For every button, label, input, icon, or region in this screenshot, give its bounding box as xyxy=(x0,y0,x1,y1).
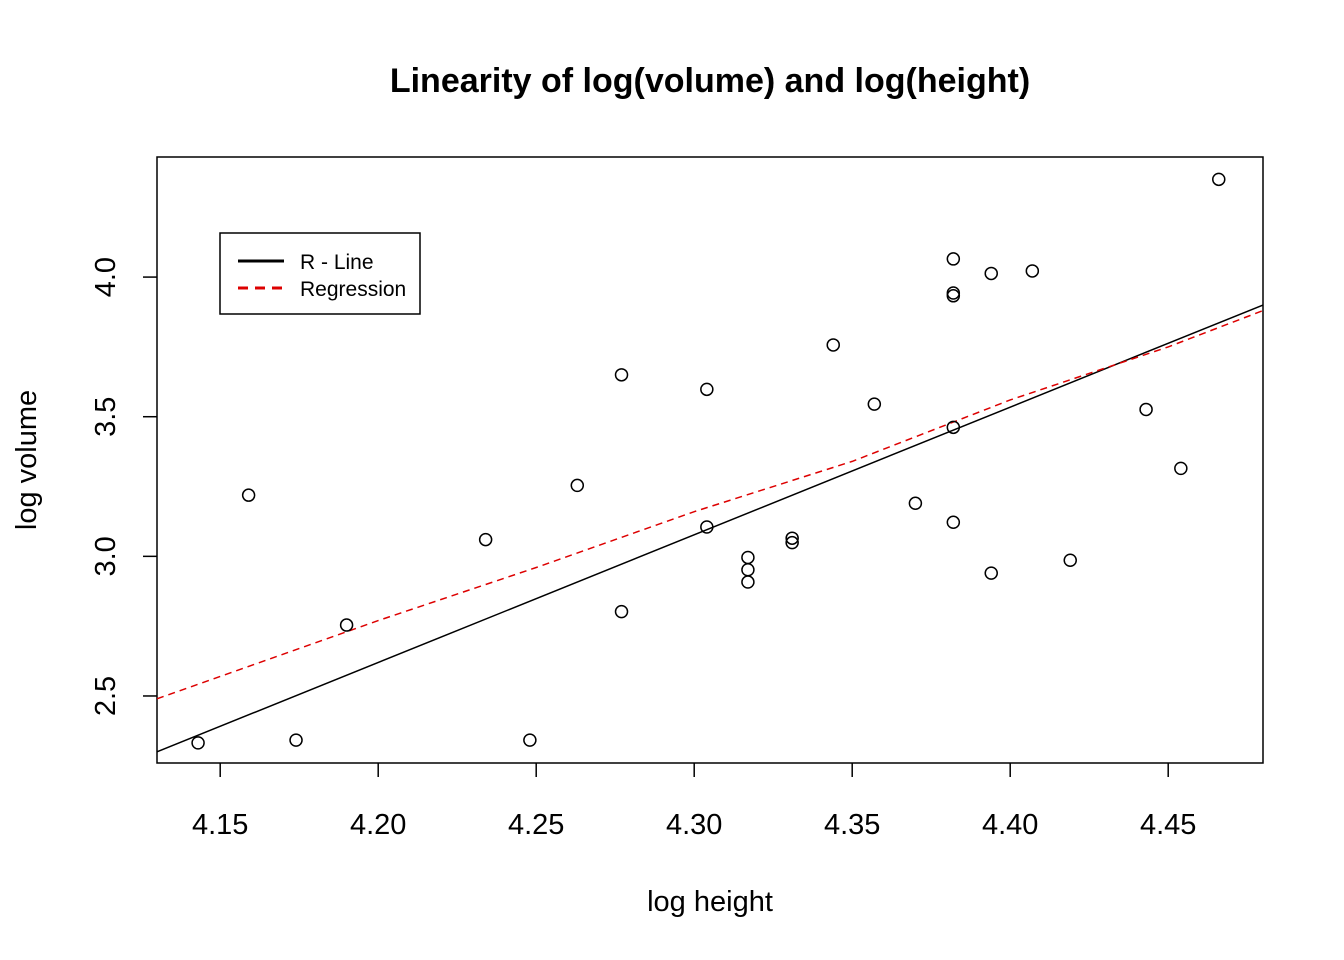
legend-box xyxy=(219,232,421,315)
data-point xyxy=(700,520,714,534)
x-axis: 4.15 4.20 4.25 4.30 4.35 4.40 4.45 xyxy=(192,763,1196,841)
data-point xyxy=(785,531,799,545)
data-point xyxy=(741,550,755,565)
data-point xyxy=(191,736,205,750)
data-point xyxy=(946,252,961,266)
data-point xyxy=(700,382,714,397)
data-point xyxy=(241,488,256,502)
data-point xyxy=(867,397,882,411)
x-axis-label: log height xyxy=(647,886,773,918)
legend-label-r-line: R - Line xyxy=(300,251,374,274)
data-point xyxy=(1212,172,1226,187)
data-point xyxy=(1174,461,1188,476)
data-point xyxy=(1025,264,1040,278)
data-point xyxy=(614,368,629,382)
data-point xyxy=(946,289,961,303)
data-point xyxy=(785,535,799,550)
x-tick-label: 4.45 xyxy=(1140,809,1196,841)
data-point xyxy=(523,733,537,747)
y-tick-label: 3.5 xyxy=(90,397,122,437)
y-tick-label: 4.0 xyxy=(90,257,122,297)
data-point xyxy=(741,575,755,589)
fit-lines xyxy=(157,304,1263,753)
y-tick-label: 2.5 xyxy=(90,676,122,716)
y-axis: 2.5 3.0 3.5 4.0 xyxy=(90,257,157,716)
legend-label-regression: Regression xyxy=(300,278,406,301)
data-points xyxy=(191,172,1226,750)
data-point xyxy=(826,338,840,352)
regression-line xyxy=(157,309,1263,700)
y-axis-label: log volume xyxy=(11,390,43,530)
plot-frame xyxy=(156,156,1264,764)
x-tick-label: 4.40 xyxy=(982,809,1038,841)
data-point xyxy=(570,478,585,493)
x-tick-label: 4.35 xyxy=(824,809,880,841)
y-tick-label: 3.0 xyxy=(90,536,122,576)
data-point xyxy=(614,604,629,619)
chart-title: Linearity of log(volume) and log(height) xyxy=(390,62,1030,100)
r-line-line xyxy=(157,304,1263,753)
data-point xyxy=(1063,553,1077,568)
x-tick-label: 4.15 xyxy=(192,809,248,841)
legend: R - Line Regression xyxy=(219,232,421,315)
x-tick-label: 4.30 xyxy=(666,809,722,841)
data-point xyxy=(339,618,354,632)
data-point xyxy=(946,286,961,300)
data-point xyxy=(289,733,303,747)
x-tick-label: 4.25 xyxy=(508,809,564,841)
data-point xyxy=(946,420,961,435)
x-tick-label: 4.20 xyxy=(350,809,406,841)
data-point xyxy=(984,266,998,281)
data-point xyxy=(478,532,493,547)
data-point xyxy=(984,566,998,580)
data-point xyxy=(741,563,755,577)
data-point xyxy=(908,496,923,511)
data-point xyxy=(946,515,961,530)
data-point xyxy=(1139,402,1153,417)
